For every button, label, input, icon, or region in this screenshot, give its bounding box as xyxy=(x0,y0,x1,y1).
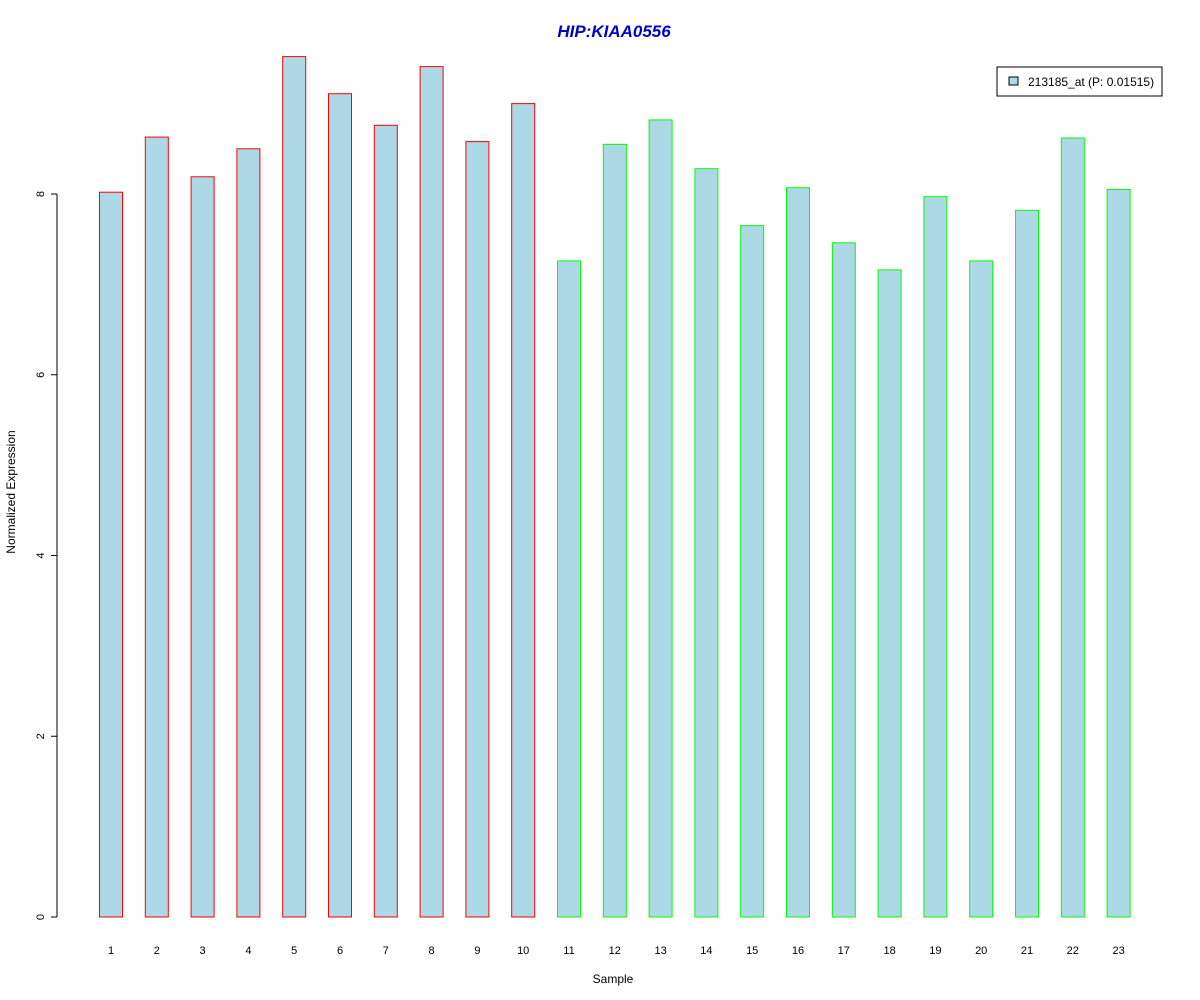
x-tick-label: 1 xyxy=(108,945,114,957)
x-tick-label: 14 xyxy=(700,945,712,957)
bar-sample-4 xyxy=(236,148,261,918)
x-tick-label: 11 xyxy=(563,945,574,957)
legend-label: 213185_at (P: 0.01515) xyxy=(1028,75,1154,89)
y-tick-label: 4 xyxy=(35,552,47,558)
bar-sample-19 xyxy=(923,196,948,918)
bar-sample-2 xyxy=(144,136,169,918)
x-tick-label: 2 xyxy=(154,945,160,957)
bar-sample-3 xyxy=(190,176,215,918)
bar-sample-15 xyxy=(740,225,765,918)
y-axis-label: Normalized Expression xyxy=(4,430,18,553)
bar-sample-23 xyxy=(1106,189,1131,918)
bar-sample-16 xyxy=(786,187,810,918)
bar-sample-5 xyxy=(282,56,307,918)
bar-sample-11 xyxy=(557,260,581,918)
y-tick-label: 2 xyxy=(35,733,47,739)
legend-swatch xyxy=(1008,76,1019,86)
x-tick-label: 6 xyxy=(337,945,343,957)
x-tick-label: 17 xyxy=(838,945,850,957)
bar-sample-14 xyxy=(694,168,719,918)
x-tick-label: 20 xyxy=(975,945,987,957)
bar-sample-22 xyxy=(1060,137,1085,918)
x-tick-label: 9 xyxy=(474,945,480,957)
y-tick-label: 0 xyxy=(35,914,47,920)
y-tick-label: 8 xyxy=(35,191,47,197)
bar-sample-18 xyxy=(877,269,902,918)
x-tick-label: 8 xyxy=(429,945,435,957)
x-tick-label: 3 xyxy=(200,945,206,957)
bar-sample-12 xyxy=(602,143,627,918)
bar-sample-17 xyxy=(831,242,856,918)
legend: 213185_at (P: 0.01515) xyxy=(996,66,1163,97)
y-tick-label: 6 xyxy=(35,372,47,378)
bar-sample-7 xyxy=(373,124,398,918)
x-tick-label: 10 xyxy=(517,945,529,957)
legend-box xyxy=(996,66,1163,97)
y-axis: 0 2 4 6 8 xyxy=(35,191,58,920)
bar-sample-13 xyxy=(648,119,673,918)
x-tick-label: 21 xyxy=(1021,945,1033,957)
bar-sample-9 xyxy=(465,141,490,918)
bar-sample-1 xyxy=(99,191,123,918)
x-tick-label: 19 xyxy=(929,945,941,957)
x-tick-label: 23 xyxy=(1112,945,1124,957)
x-tick-label: 7 xyxy=(383,945,389,957)
bar-sample-10 xyxy=(511,103,536,918)
x-tick-label: 15 xyxy=(746,945,758,957)
bars xyxy=(99,56,1131,918)
x-tick-label: 18 xyxy=(883,945,895,957)
bar-sample-21 xyxy=(1015,209,1039,918)
bar-sample-6 xyxy=(328,93,352,918)
x-tick-labels: 1 2 3 4 5 6 7 8 9 10 11 12 13 14 15 16 17 18 19 20 21 22 23 xyxy=(108,945,1125,957)
x-axis-label: Sample xyxy=(593,972,634,986)
chart-title: HIP:KIAA0556 xyxy=(557,22,671,41)
x-tick-label: 16 xyxy=(792,945,804,957)
x-tick-label: 22 xyxy=(1067,945,1079,957)
x-tick-label: 5 xyxy=(291,945,297,957)
x-tick-label: 12 xyxy=(609,945,621,957)
x-tick-label: 4 xyxy=(245,945,251,957)
x-tick-label: 13 xyxy=(654,945,666,957)
bar-sample-8 xyxy=(419,66,444,918)
bar-sample-20 xyxy=(969,260,994,918)
